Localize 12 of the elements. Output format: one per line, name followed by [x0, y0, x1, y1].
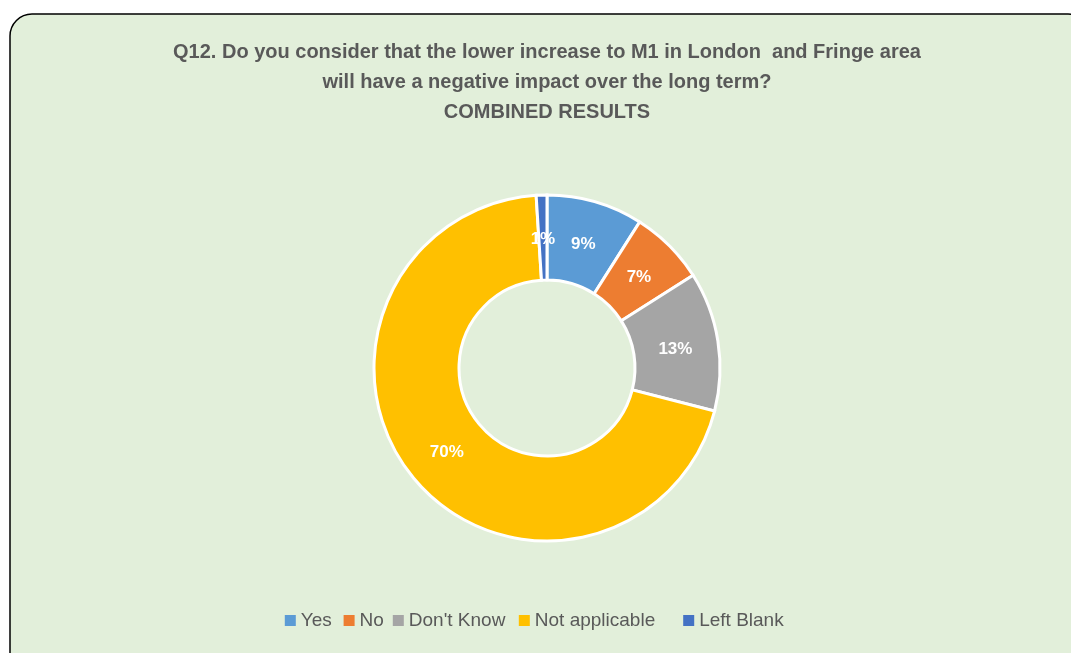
donut-slice	[372, 193, 717, 543]
data-label: 9%	[570, 234, 596, 254]
legend-label: Yes	[300, 609, 332, 630]
legend-label: Not applicable	[534, 609, 656, 630]
chart-title: Q12. Do you consider that the lower increase to M1 in London and Fringe area will have a negative impact over the long term?	[173, 40, 922, 92]
legend-label: No	[359, 609, 384, 630]
chart-subtitle: COMBINED RESULTS	[443, 100, 651, 122]
data-label: 70%	[429, 441, 464, 461]
data-label: 13%	[658, 338, 693, 358]
legend-label: Don't Know	[408, 609, 506, 630]
data-label: 7%	[626, 267, 652, 287]
legend-label: Left Blank	[699, 609, 785, 630]
